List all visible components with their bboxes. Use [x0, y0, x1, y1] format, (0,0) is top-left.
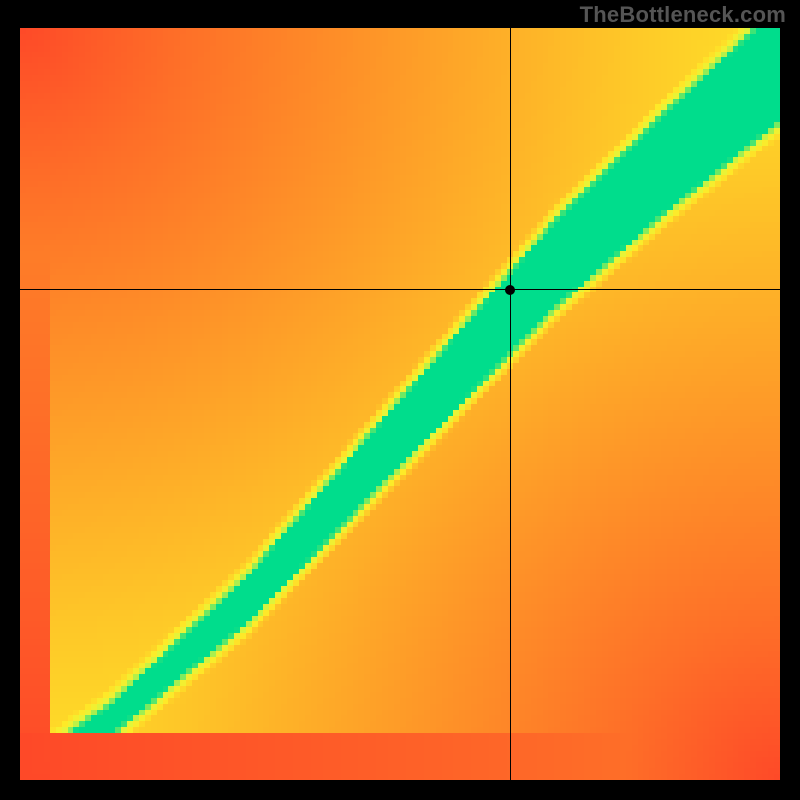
- crosshair-marker: [505, 285, 515, 295]
- crosshair-horizontal: [20, 289, 780, 290]
- heatmap-canvas: [20, 28, 780, 780]
- bottleneck-chart: TheBottleneck.com: [0, 0, 800, 800]
- crosshair-vertical: [510, 28, 511, 780]
- watermark-text: TheBottleneck.com: [580, 2, 786, 28]
